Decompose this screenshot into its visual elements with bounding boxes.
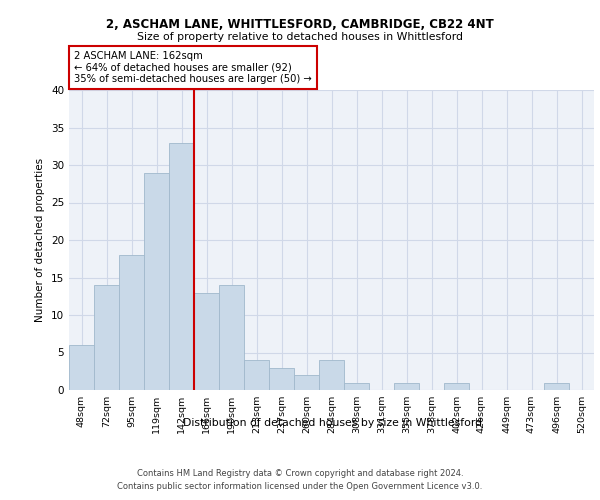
- Bar: [194, 292, 219, 390]
- Y-axis label: Number of detached properties: Number of detached properties: [35, 158, 46, 322]
- Bar: [169, 142, 194, 390]
- Bar: [344, 382, 369, 390]
- Bar: [294, 375, 319, 390]
- Bar: [219, 285, 244, 390]
- Bar: [69, 345, 94, 390]
- Bar: [544, 382, 569, 390]
- Bar: [319, 360, 344, 390]
- Bar: [444, 382, 469, 390]
- Text: 2 ASCHAM LANE: 162sqm
← 64% of detached houses are smaller (92)
35% of semi-deta: 2 ASCHAM LANE: 162sqm ← 64% of detached …: [74, 51, 312, 84]
- Text: Size of property relative to detached houses in Whittlesford: Size of property relative to detached ho…: [137, 32, 463, 42]
- Text: Distribution of detached houses by size in Whittlesford: Distribution of detached houses by size …: [184, 418, 482, 428]
- Bar: [94, 285, 119, 390]
- Bar: [269, 368, 294, 390]
- Bar: [244, 360, 269, 390]
- Bar: [119, 255, 144, 390]
- Bar: [144, 172, 169, 390]
- Text: 2, ASCHAM LANE, WHITTLESFORD, CAMBRIDGE, CB22 4NT: 2, ASCHAM LANE, WHITTLESFORD, CAMBRIDGE,…: [106, 18, 494, 30]
- Text: Contains HM Land Registry data © Crown copyright and database right 2024.
Contai: Contains HM Land Registry data © Crown c…: [118, 470, 482, 491]
- Bar: [394, 382, 419, 390]
